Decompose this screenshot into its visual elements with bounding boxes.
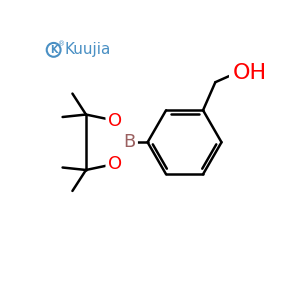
Text: ®: ® [58,41,65,47]
Text: K: K [50,45,57,55]
Text: O: O [108,112,122,130]
Text: O: O [108,155,122,173]
Text: B: B [123,133,135,151]
Text: Kuujia: Kuujia [64,42,111,57]
Text: OH: OH [232,63,266,83]
